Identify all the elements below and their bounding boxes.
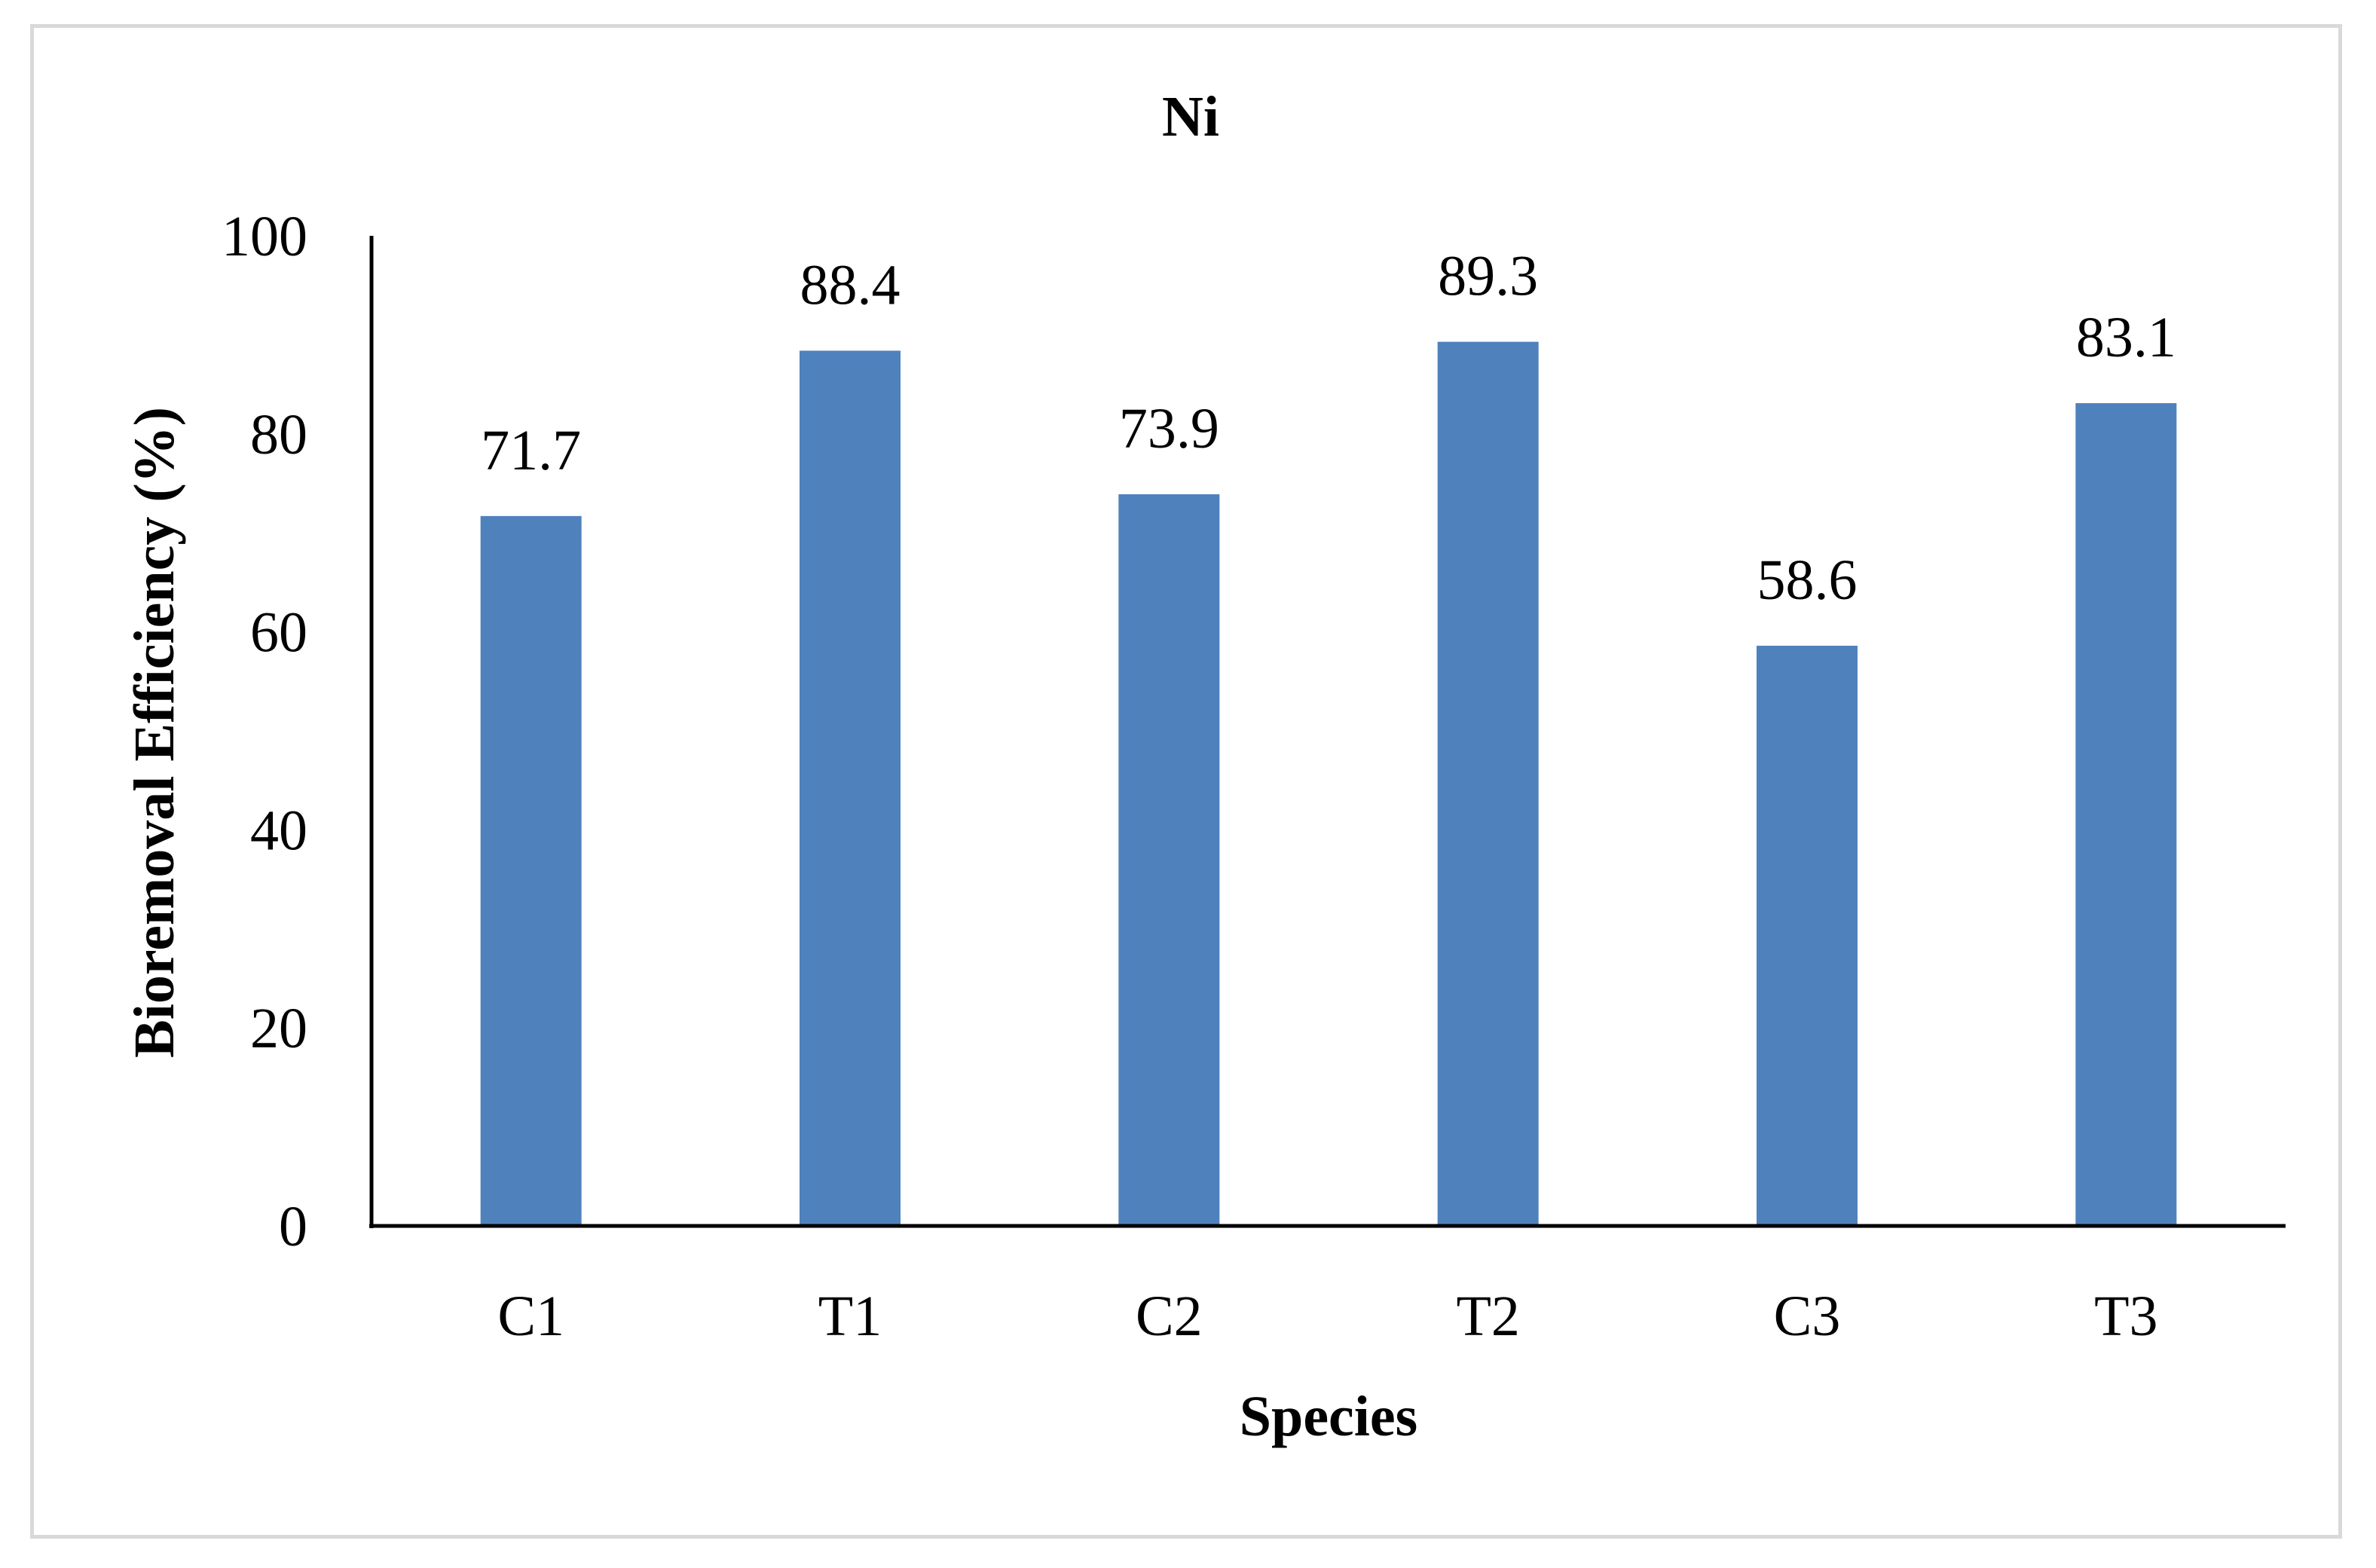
data-labels: 71.7 88.4 73.9 89.3 58.6 83.1 bbox=[481, 245, 2176, 612]
y-tick-label: 80 bbox=[250, 403, 307, 466]
data-label-t2: 89.3 bbox=[1438, 245, 1538, 308]
bar-c3 bbox=[1757, 645, 1858, 1226]
y-axis-ticks: 0 20 40 60 80 100 bbox=[222, 205, 307, 1258]
x-tick-label-c1: C1 bbox=[497, 1285, 564, 1348]
y-tick-label: 100 bbox=[222, 205, 307, 268]
bars bbox=[480, 341, 2177, 1227]
bar-c1 bbox=[480, 515, 582, 1226]
x-tick-label-t1: T1 bbox=[818, 1285, 882, 1348]
data-label-c2: 73.9 bbox=[1119, 397, 1219, 460]
bar-t2 bbox=[1437, 341, 1539, 1226]
y-tick-label: 20 bbox=[250, 997, 307, 1060]
x-axis-ticks: C1 T1 C2 T2 C3 T3 bbox=[497, 1285, 2157, 1348]
chart-title: Ni bbox=[1162, 85, 1219, 148]
data-label-t1: 88.4 bbox=[800, 253, 901, 316]
data-label-c3: 58.6 bbox=[1757, 549, 1858, 612]
x-tick-label-t3: T3 bbox=[2094, 1285, 2157, 1348]
x-tick-label-c3: C3 bbox=[1774, 1285, 1841, 1348]
x-tick-label-t2: T2 bbox=[1456, 1285, 1519, 1348]
data-label-t3: 83.1 bbox=[2076, 306, 2176, 369]
bar-t1 bbox=[800, 350, 901, 1226]
x-tick-label-c2: C2 bbox=[1136, 1285, 1203, 1348]
x-axis-title: Species bbox=[1240, 1385, 1417, 1448]
bar-c2 bbox=[1118, 494, 1220, 1226]
y-tick-label: 0 bbox=[279, 1195, 307, 1258]
bar-t3 bbox=[2075, 403, 2177, 1227]
data-label-c1: 71.7 bbox=[481, 419, 581, 482]
y-tick-label: 60 bbox=[250, 601, 307, 665]
y-axis-title: Bioremoval Efficiency (%) bbox=[123, 407, 186, 1058]
y-tick-label: 40 bbox=[250, 799, 307, 862]
